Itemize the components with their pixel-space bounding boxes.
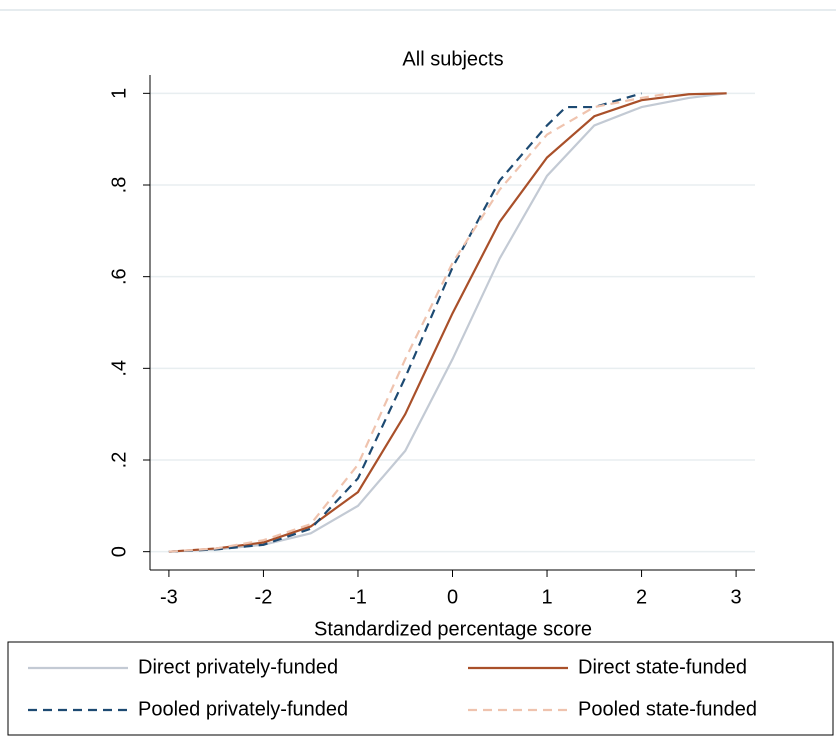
legend-box xyxy=(7,641,834,736)
y-tick-label: .6 xyxy=(108,268,130,285)
y-tick-label: .4 xyxy=(108,360,130,377)
legend-label: Pooled state-funded xyxy=(578,698,757,720)
y-tick-label: 1 xyxy=(108,88,130,99)
chart-title: All subjects xyxy=(402,48,503,70)
x-tick-label: 0 xyxy=(447,586,458,608)
series-line xyxy=(168,92,642,553)
x-tick-label: 2 xyxy=(636,586,647,608)
y-tick-label: .2 xyxy=(108,452,130,469)
x-tick-label: 3 xyxy=(731,586,742,608)
series-line xyxy=(168,92,727,553)
y-tick-label: 0 xyxy=(108,546,130,557)
x-tick-label: -3 xyxy=(160,586,178,608)
legend-label: Direct privately-funded xyxy=(138,656,338,678)
legend-label: Pooled privately-funded xyxy=(138,698,348,720)
legend-label: Direct state-funded xyxy=(578,656,747,678)
x-tick-label: -2 xyxy=(255,586,273,608)
y-tick-label: .8 xyxy=(108,177,130,194)
x-tick-label: 1 xyxy=(541,586,552,608)
x-tick-label: -1 xyxy=(349,586,367,608)
x-axis-label: Standardized percentage score xyxy=(314,618,592,640)
series-line xyxy=(168,92,671,553)
